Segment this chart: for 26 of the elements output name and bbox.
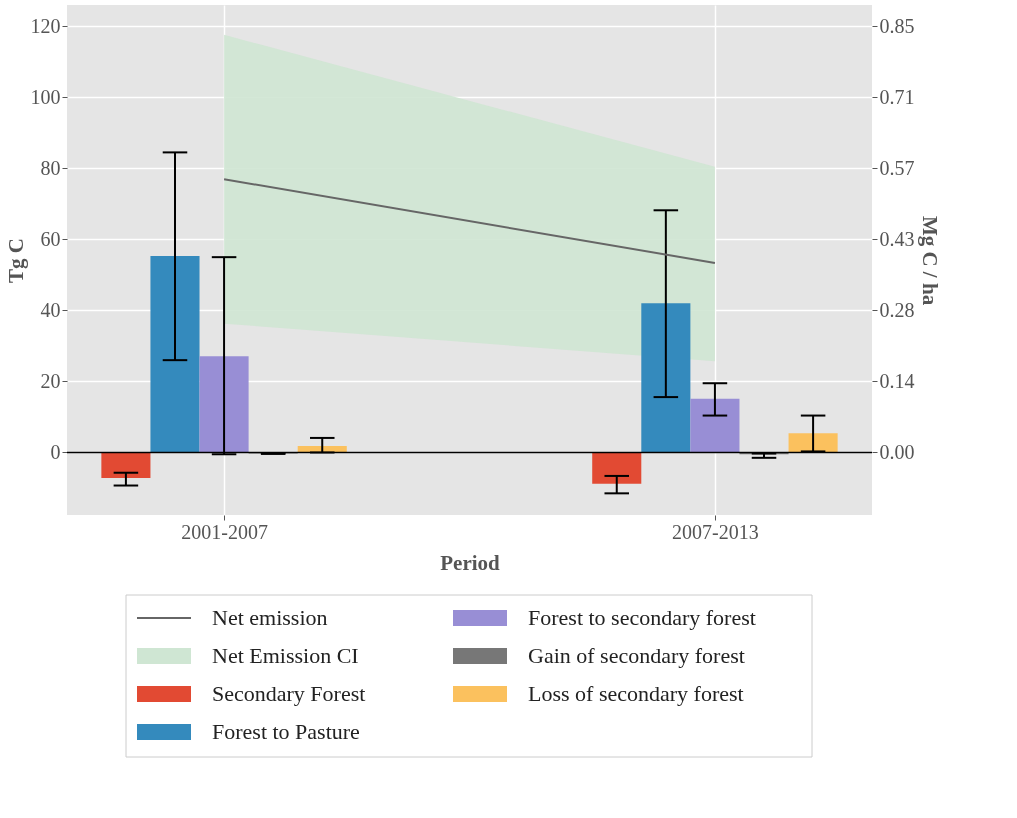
legend-label: Net emission (212, 605, 328, 630)
y-axis-title: Tg C (3, 238, 28, 283)
y2-tick-label: 0.71 (879, 85, 915, 108)
y-tick-label: 0 (50, 440, 61, 463)
y-tick-label: 40 (40, 298, 61, 321)
legend-label: Net Emission CI (212, 643, 359, 668)
y2-tick-label: 0.28 (879, 298, 915, 321)
y-tick-label: 80 (40, 156, 61, 179)
legend-label: Forest to Pasture (212, 719, 360, 744)
legend-label: Secondary Forest (212, 681, 366, 706)
x-tick-label: 2007-2013 (672, 520, 759, 543)
y2-tick-label: 0.57 (879, 156, 915, 179)
legend-label: Loss of secondary forest (528, 681, 744, 706)
legend-label: Gain of secondary forest (528, 643, 745, 668)
x-axis-title: Period (440, 550, 501, 575)
y-tick-label: 100 (30, 85, 61, 108)
legend-label: Forest to secondary forest (528, 605, 756, 630)
y2-tick-label: 0.14 (879, 369, 915, 392)
x-tick-label: 2001-2007 (181, 520, 268, 543)
y2-tick-label: 0.85 (879, 14, 915, 37)
y2-tick-label: 0.43 (879, 227, 915, 250)
y-tick-label: 60 (40, 227, 61, 250)
y2-tick-label: 0.00 (879, 440, 915, 463)
y-tick-label: 20 (40, 369, 61, 392)
y-tick-label: 120 (30, 14, 61, 37)
y2-axis-title: Mg C / ha (917, 215, 942, 306)
